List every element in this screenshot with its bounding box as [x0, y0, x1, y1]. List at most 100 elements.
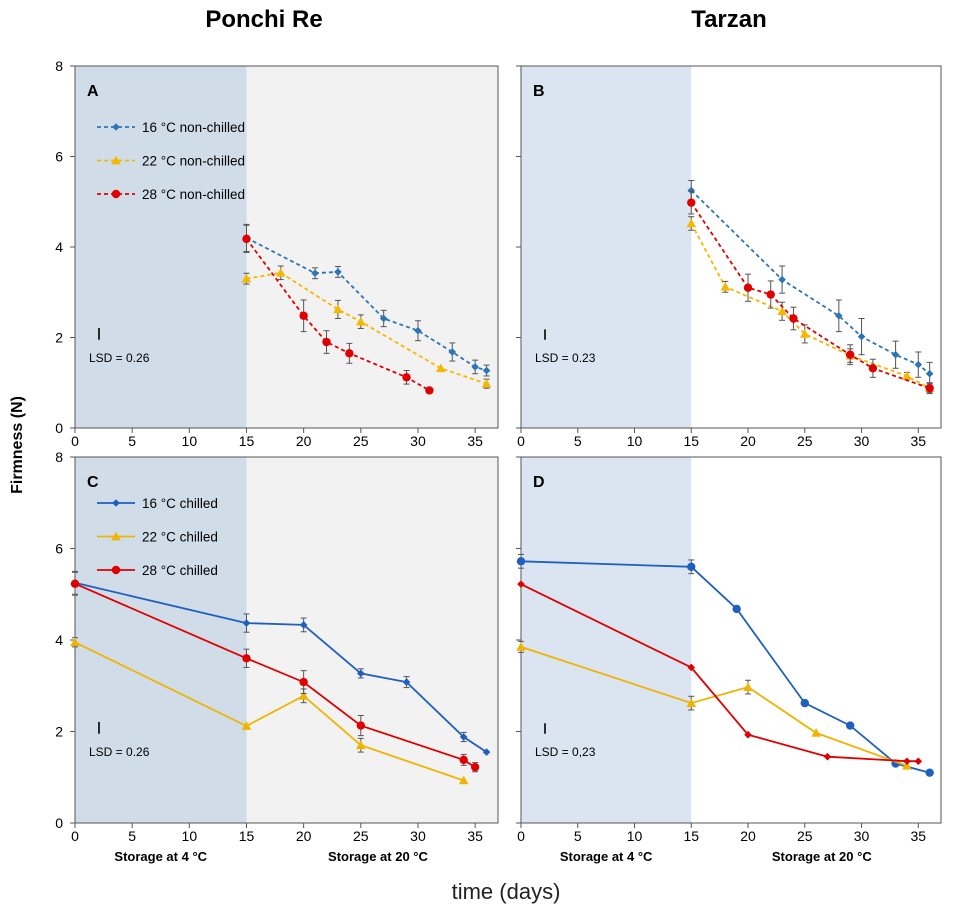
data-point	[686, 218, 697, 228]
data-point	[857, 332, 866, 341]
x-tick-label: 5	[128, 828, 136, 844]
data-point	[743, 283, 753, 292]
panel-letter: A	[87, 83, 99, 100]
data-point	[516, 557, 526, 566]
lsd-label: LSD = 0.26	[89, 351, 150, 365]
data-point	[311, 269, 319, 278]
series-28-c-chilled	[70, 571, 480, 773]
data-point	[686, 698, 697, 707]
data-point	[687, 663, 696, 672]
data-point	[459, 755, 468, 765]
data-point	[458, 775, 469, 785]
cold-storage-region	[75, 66, 247, 428]
data-point	[299, 311, 308, 320]
data-point	[448, 348, 457, 356]
cold-storage-region	[521, 457, 692, 823]
data-point	[482, 366, 491, 375]
cold-storage-region	[521, 66, 692, 428]
storage-warm-label: Storage at 20 °C	[772, 849, 872, 864]
data-point	[744, 730, 752, 739]
series-22-c-chilled	[516, 640, 912, 770]
data-point	[925, 383, 934, 393]
data-point	[322, 337, 331, 347]
x-tick-label: 10	[627, 433, 643, 449]
y-tick-label: 8	[55, 58, 63, 74]
data-point	[470, 762, 480, 772]
panel-b: 0 5 10 15 20 25 30 35 B LSD = 0.23	[516, 65, 942, 449]
legend-marker	[112, 499, 120, 507]
x-tick-label: 25	[353, 828, 369, 844]
data-point	[743, 682, 753, 691]
data-point	[241, 721, 252, 730]
data-point	[70, 637, 80, 647]
data-point	[687, 186, 696, 195]
data-point	[914, 757, 923, 766]
data-point	[835, 311, 843, 320]
legend-marker	[111, 189, 121, 199]
data-point	[402, 678, 411, 686]
x-tick-label: 35	[911, 828, 927, 844]
panel-letter: C	[87, 474, 99, 491]
y-tick-label: 6	[55, 149, 63, 165]
legend-marker	[111, 155, 121, 165]
data-point	[357, 669, 365, 678]
data-point	[345, 349, 354, 358]
data-point	[845, 721, 855, 730]
series-28-c-non-chilled	[687, 190, 934, 395]
x-tick-label: 0	[71, 433, 79, 449]
data-point	[925, 369, 934, 378]
storage-cold-label: Storage at 4 °C	[560, 849, 653, 864]
data-point	[720, 282, 731, 291]
data-point	[799, 329, 810, 338]
data-point	[425, 386, 434, 395]
legend: 16 °C non-chilled 22 °C non-chilled 28 °C …	[97, 120, 245, 202]
panel-a: 0 2 4 6 8 0 5 10 15 20 25 30 35 A LSD = 0.26 16 °C non-…	[55, 58, 499, 449]
data-point	[379, 314, 388, 323]
x-tick-label: 30	[854, 828, 870, 844]
y-tick-label: 2	[55, 724, 63, 740]
data-point	[242, 654, 251, 663]
data-point	[777, 306, 787, 316]
x-tick-label: 25	[797, 828, 813, 844]
data-point	[436, 363, 446, 373]
storage-warm-label: Storage at 20 °C	[328, 849, 428, 864]
data-point	[70, 579, 80, 588]
data-point	[517, 580, 525, 588]
x-tick-label: 5	[574, 828, 582, 844]
legend-label: 28 °C chilled	[142, 563, 218, 578]
x-tick-label: 0	[71, 828, 79, 844]
x-tick-label: 25	[797, 433, 813, 449]
data-point	[687, 562, 696, 571]
data-point	[800, 698, 809, 708]
x-tick-label: 35	[467, 433, 483, 449]
legend-label: 22 °C chilled	[142, 530, 218, 545]
data-point	[333, 304, 343, 314]
data-point	[914, 360, 923, 369]
x-tick-label: 5	[574, 433, 582, 449]
legend-label: 28 °C non-chilled	[142, 187, 245, 202]
data-point	[356, 740, 366, 750]
data-point	[891, 350, 900, 359]
series-22-c-chilled	[70, 637, 469, 785]
data-point	[275, 267, 286, 277]
x-tick-label: 10	[627, 828, 643, 844]
panel-letter: B	[533, 83, 545, 100]
legend-marker	[111, 565, 121, 575]
legend-label: 16 °C chilled	[142, 496, 218, 511]
data-point	[732, 604, 741, 614]
data-point	[459, 733, 468, 741]
panel-c: 0 2 4 6 8 0 5 10 15 20 25 30 35 Storage at 4 °C Storag…	[55, 449, 499, 864]
column-title-tarzan: Tarzan	[691, 6, 767, 33]
series-16-c-non-chilled	[687, 179, 934, 386]
data-point	[903, 757, 911, 766]
data-point	[925, 768, 934, 777]
x-tick-label: 10	[182, 828, 198, 844]
data-point	[811, 728, 821, 737]
data-point	[902, 761, 912, 770]
series-line	[246, 271, 487, 385]
y-tick-label: 4	[55, 239, 63, 255]
y-tick-label: 2	[55, 330, 63, 346]
x-tick-label: 15	[239, 433, 255, 449]
legend-label: 22 °C non-chilled	[142, 154, 245, 169]
